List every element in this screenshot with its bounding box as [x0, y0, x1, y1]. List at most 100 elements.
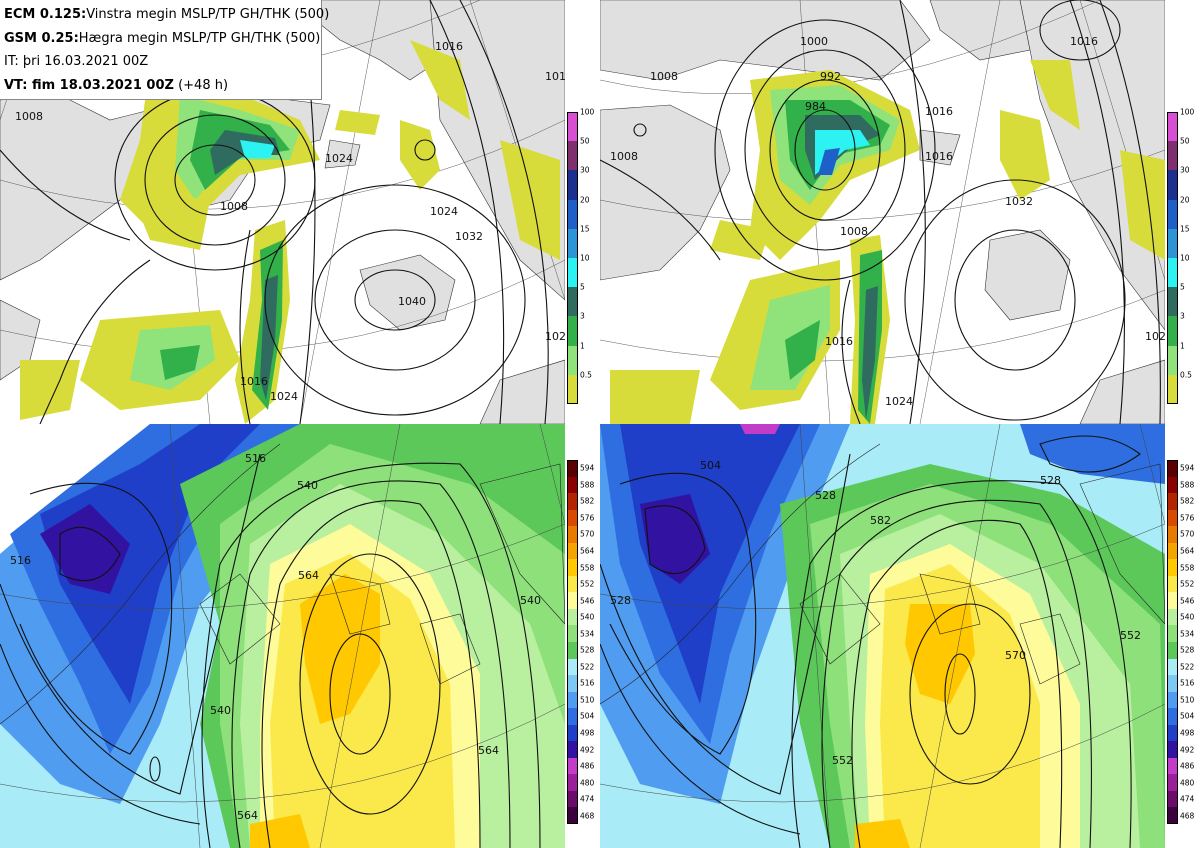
colorbar-tick-label: 546 — [1180, 596, 1195, 606]
isobar-label: 1024 — [270, 390, 298, 403]
colorbar-swatch — [567, 258, 578, 288]
colorbar-swatch — [567, 658, 578, 676]
colorbar-tick-label: 558 — [580, 563, 595, 573]
colorbar-tick-label: 576 — [1180, 513, 1195, 523]
colorbar-tick-label: 50 — [580, 136, 590, 146]
colorbar-swatch — [1167, 345, 1178, 376]
colorbar-swatch — [567, 199, 578, 230]
height-label: 564 — [478, 744, 499, 757]
precip-colorbar: 100 50 30 20 15 10 5 3 1 0.5 — [1167, 108, 1197, 405]
colorbar-swatch — [567, 724, 578, 742]
gsm-model-name: GSM 0.25: — [4, 30, 79, 46]
colorbar-swatch — [1167, 493, 1178, 511]
forecast-info-box: ECM 0.125:Vinstra megin MSLP/TP GH/THK (… — [0, 0, 329, 100]
colorbar-swatch — [567, 675, 578, 693]
colorbar-swatch — [567, 345, 578, 376]
colorbar-tick-label: 504 — [1180, 711, 1195, 721]
colorbar-tick-label: 0.5 — [1180, 370, 1192, 380]
colorbar-swatch — [1167, 708, 1178, 726]
colorbar-swatch — [567, 642, 578, 660]
height-label: 504 — [700, 459, 721, 472]
colorbar-swatch — [1167, 228, 1178, 259]
colorbar-swatch — [1167, 675, 1178, 693]
colorbar-tick-label: 3 — [580, 311, 585, 321]
colorbar-swatch — [567, 625, 578, 643]
gsm-description: Hægra megin MSLP/TP GH/THK (500) — [78, 30, 321, 46]
colorbar-swatch — [1167, 658, 1178, 676]
colorbar-swatch — [567, 774, 578, 792]
colorbar-swatch — [567, 542, 578, 560]
coastlines — [600, 443, 1165, 705]
colorbar-swatch — [1167, 112, 1178, 142]
colorbar-tick-label: 516 — [1180, 678, 1195, 688]
colorbar-swatch — [567, 228, 578, 259]
colorbar-swatch — [567, 170, 578, 201]
valid-time: VT: fim 18.03.2021 00Z — [4, 77, 174, 93]
colorbar-swatch — [1167, 774, 1178, 792]
isobar-label: 1032 — [1005, 195, 1033, 208]
colorbar-swatch — [1167, 509, 1178, 527]
colorbar-swatch — [1167, 608, 1178, 626]
colorbar-tick-label: 1 — [1180, 341, 1185, 351]
height-label: 528 — [610, 594, 631, 607]
colorbar-swatch — [1167, 592, 1178, 610]
height-labels: 504 528 582 528 528 552 570 552 — [610, 459, 1141, 767]
isobar-label: 1016 — [1070, 35, 1098, 48]
colorbar-swatch — [1167, 741, 1178, 759]
precip-areas — [610, 60, 1165, 424]
colorbar-tick-label: 474 — [1180, 794, 1195, 804]
isobar-labels: 1000 992 984 1008 1016 1016 1024 1032 10… — [610, 35, 1165, 408]
colorbar-tick-label: 510 — [1180, 695, 1195, 705]
colorbar-swatch — [567, 526, 578, 544]
colorbar-tick-label: 30 — [1180, 165, 1190, 175]
isobar-label: 1008 — [220, 200, 248, 213]
colorbar-swatch — [567, 509, 578, 527]
colorbar-tick-label: 15 — [580, 224, 590, 234]
colorbar-swatch — [567, 316, 578, 347]
height-label: 540 — [297, 479, 318, 492]
graticule — [600, 424, 1165, 848]
colorbar-tick-label: 564 — [1180, 546, 1195, 556]
colorbar-swatch — [1167, 625, 1178, 643]
height-label: 552 — [1120, 629, 1141, 642]
colorbar-swatch — [1167, 542, 1178, 560]
colorbar-tick-label: 30 — [580, 165, 590, 175]
ecm-model-name: ECM 0.125: — [4, 7, 87, 22]
isobar-label: 1016 — [240, 375, 268, 388]
colorbar-swatch — [1167, 575, 1178, 593]
height-label: 564 — [298, 569, 319, 582]
colorbar-swatch — [567, 741, 578, 759]
colorbar-swatch — [1167, 807, 1178, 825]
colorbar-swatch — [1167, 757, 1178, 775]
colorbar-tick-label: 552 — [580, 579, 595, 589]
colorbar-tick-label: 15 — [1180, 224, 1190, 234]
isobars — [600, 0, 1161, 424]
height-label: 516 — [10, 554, 31, 567]
height-label: 570 — [1005, 649, 1026, 662]
colorbar-swatch — [567, 807, 578, 825]
colorbar-tick-label: 10 — [1180, 253, 1190, 263]
colorbar-swatch — [567, 559, 578, 577]
colorbar-tick-label: 594 — [1180, 463, 1195, 473]
colorbar-swatch — [567, 287, 578, 317]
colorbar-swatch — [1167, 724, 1178, 742]
isobar-label: 1024 — [545, 330, 565, 343]
isobar-label: 992 — [820, 70, 841, 83]
colorbar-tick-label: 528 — [580, 645, 595, 655]
colorbar-tick-label: 522 — [1180, 662, 1195, 672]
colorbar-tick-label: 468 — [580, 811, 595, 821]
colorbar-swatch — [1167, 691, 1178, 709]
height-labels: 516 540 516 540 564 540 564 564 — [10, 452, 541, 822]
isobar-label: 1016 — [825, 335, 853, 348]
precip-colorbar: 100 50 30 20 15 10 5 3 1 0.5 — [567, 108, 597, 405]
colorbar-swatch — [567, 460, 578, 478]
gsm-legend-row: GSM 0.25:Hægra megin MSLP/TP GH/THK (500… — [4, 27, 320, 51]
isobar-label: 1032 — [455, 230, 483, 243]
colorbar-tick-label: 492 — [580, 745, 595, 755]
colorbar-tick-label: 468 — [1180, 811, 1195, 821]
colorbar-tick-label: 558 — [1180, 563, 1195, 573]
colorbar-tick-label: 534 — [580, 629, 595, 639]
colorbar-swatch — [567, 790, 578, 808]
colorbar-tick-label: 480 — [580, 778, 595, 788]
valid-time-row: VT: fim 18.03.2021 00Z (+48 h) — [4, 74, 317, 98]
